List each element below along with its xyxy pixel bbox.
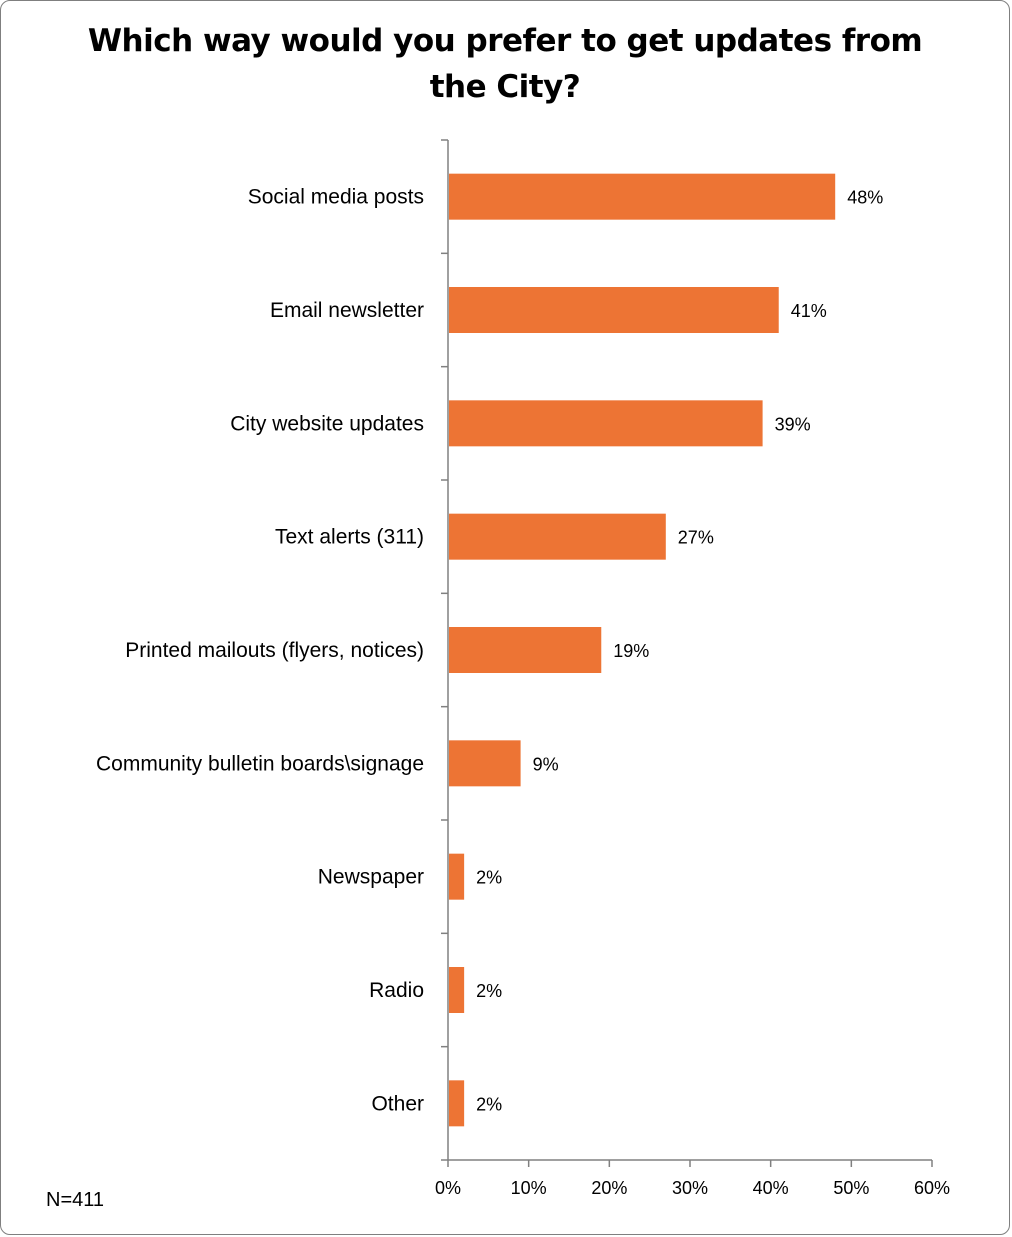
data-label: 19% — [613, 641, 649, 661]
bar — [449, 967, 465, 1013]
data-label: 27% — [678, 528, 714, 548]
category-label: Social media posts — [248, 186, 424, 209]
chart-title: Which way would you prefer to get update… — [87, 23, 923, 105]
bar — [449, 287, 779, 333]
category-label: Printed mailouts (flyers, notices) — [125, 639, 424, 662]
category-label: Newspaper — [318, 866, 424, 889]
data-label: 2% — [476, 868, 502, 888]
bar — [449, 513, 666, 560]
bar — [449, 173, 836, 220]
category-label: Radio — [369, 979, 424, 1002]
x-tick-label: 30% — [672, 1178, 708, 1198]
data-label: 41% — [791, 301, 827, 321]
x-tick-label: 50% — [833, 1178, 869, 1198]
category-label: Email newsletter — [270, 299, 424, 322]
category-label: Text alerts (311) — [275, 526, 424, 549]
x-tick-label: 40% — [753, 1178, 789, 1198]
data-label: 9% — [533, 754, 559, 774]
bar — [449, 400, 763, 447]
x-tick-label: 10% — [511, 1178, 547, 1198]
data-label: 2% — [476, 1094, 502, 1114]
x-tick-label: 60% — [914, 1178, 950, 1198]
x-tick-label: 20% — [591, 1178, 627, 1198]
data-label: 39% — [775, 414, 811, 434]
category-label: Community bulletin boards\signage — [96, 752, 424, 775]
bar — [449, 1080, 465, 1127]
bar — [449, 853, 465, 900]
sample-size-note: N=411 — [46, 1189, 105, 1211]
data-label: 2% — [476, 981, 502, 1001]
bar — [449, 740, 521, 787]
category-label: Other — [371, 1092, 424, 1115]
category-label: City website updates — [230, 412, 424, 435]
data-label: 48% — [847, 188, 883, 208]
bar — [449, 627, 602, 673]
x-tick-label: 0% — [435, 1178, 461, 1198]
